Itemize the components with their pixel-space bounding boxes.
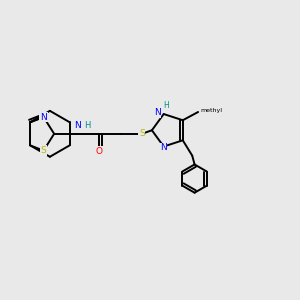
Text: S: S [41, 146, 46, 155]
Text: methyl: methyl [200, 108, 223, 113]
Text: O: O [96, 147, 103, 156]
Text: N: N [40, 112, 47, 122]
Text: H: H [84, 121, 91, 130]
Text: N: N [154, 108, 160, 117]
Text: N: N [74, 121, 80, 130]
Text: S: S [139, 129, 145, 138]
Text: H: H [163, 101, 169, 110]
Text: N: N [160, 143, 167, 152]
